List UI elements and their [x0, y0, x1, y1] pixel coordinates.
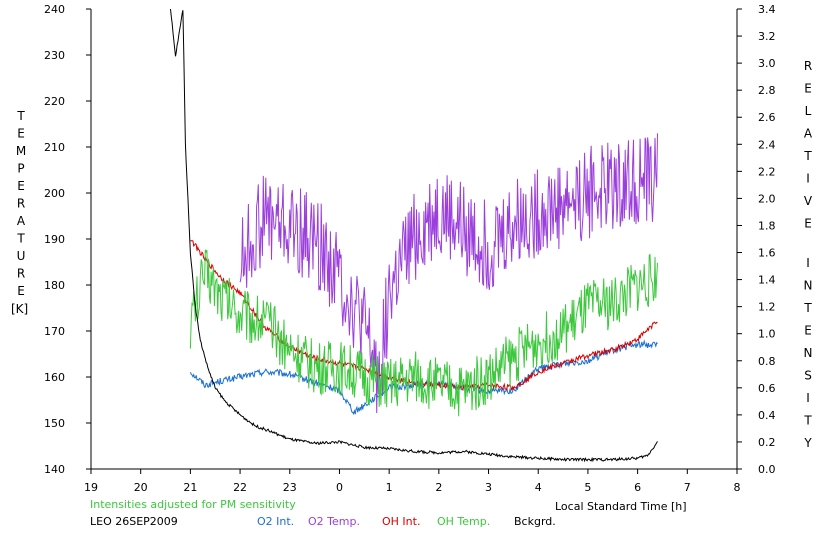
y-left-tick-label: 220: [44, 95, 65, 108]
x-tick-label: 5: [584, 481, 591, 494]
x-tick-label: 6: [634, 481, 641, 494]
x-tick-label: 1: [386, 481, 393, 494]
y-right-axis-letter: V: [804, 194, 813, 208]
y-right-tick-label: 2.8: [758, 84, 776, 97]
station-date: LEO 26SEP2009: [90, 515, 178, 528]
x-tick-label: 21: [183, 481, 197, 494]
y-right-tick-label: 1.4: [758, 274, 776, 287]
y-right-tick-label: 0.2: [758, 436, 776, 449]
y-left-tick-label: 190: [44, 233, 65, 246]
legend-entry: O2 Int.: [257, 515, 294, 528]
y-right-axis-letter: I: [806, 256, 810, 270]
series-line: [170, 8, 658, 463]
y-left-axis-letter: A: [17, 214, 26, 228]
y-left-tick-label: 210: [44, 141, 65, 154]
y-right-axis-letter: T: [803, 414, 812, 428]
x-tick-label: 20: [134, 481, 148, 494]
y-right-axis-letter: N: [804, 346, 813, 360]
series-line: [239, 133, 658, 414]
y-right-axis-letter: S: [804, 369, 812, 383]
y-left-tick-label: 150: [44, 417, 65, 430]
y-left-tick-label: 160: [44, 371, 65, 384]
y-right-tick-label: 1.0: [758, 328, 776, 341]
x-tick-label: 23: [283, 481, 297, 494]
series-layer: [170, 8, 658, 463]
y-right-axis-letter: R: [804, 59, 812, 73]
y-right-axis-letter: E: [804, 217, 812, 231]
y-right-tick-label: 3.0: [758, 57, 776, 70]
y-left-tick-label: 230: [44, 49, 65, 62]
y-left-tick-label: 180: [44, 279, 65, 292]
y-left-axis-letter: T: [16, 109, 25, 123]
x-tick-label: 7: [684, 481, 691, 494]
y-left-axis-letter: R: [17, 267, 25, 281]
y-right-tick-label: 2.2: [758, 165, 776, 178]
y-right-axis-letter: Y: [803, 436, 812, 450]
y-right-tick-label: 3.2: [758, 30, 776, 43]
y-right-tick-label: 2.6: [758, 111, 776, 124]
y-left-axis-letter: T: [16, 232, 25, 246]
x-tick-label: 3: [485, 481, 492, 494]
y-left-axis-letter: E: [17, 127, 25, 141]
series-line: [189, 339, 658, 415]
y-right-axis-letter: A: [804, 127, 813, 141]
x-tick-label: 2: [435, 481, 442, 494]
y-right-tick-label: 1.2: [758, 301, 776, 314]
y-left-axis-letter: R: [17, 197, 25, 211]
y-left-axis-letter: U: [17, 249, 26, 263]
x-tick-label: 19: [84, 481, 98, 494]
ticks-layer: [86, 8, 742, 474]
y-right-tick-label: 2.0: [758, 192, 776, 205]
y-left-unit-label: [K]: [11, 302, 28, 316]
y-left-axis-letter: M: [16, 144, 26, 158]
y-right-axis-letter: L: [805, 104, 812, 118]
legend-entry: OH Int.: [382, 515, 420, 528]
x-tick-label: 0: [336, 481, 343, 494]
x-tick-label: 4: [535, 481, 542, 494]
y-left-axis-letter: E: [17, 179, 25, 193]
series-line: [189, 249, 658, 417]
y-right-tick-label: 0.6: [758, 382, 776, 395]
y-right-axis-letter: E: [804, 82, 812, 96]
y-right-tick-label: 3.4: [758, 3, 776, 16]
y-right-tick-label: 0.0: [758, 463, 776, 476]
legend-entry: Bckgrd.: [514, 515, 556, 528]
y-right-axis-letter: I: [806, 172, 810, 186]
y-left-tick-label: 170: [44, 325, 65, 338]
y-right-tick-label: 1.8: [758, 219, 776, 232]
y-right-tick-label: 2.4: [758, 138, 776, 151]
legend-entry: O2 Temp.: [308, 515, 360, 528]
y-left-tick-label: 200: [44, 187, 65, 200]
x-tick-label: 22: [233, 481, 247, 494]
x-axis-label: Local Standard Time [h]: [555, 500, 687, 513]
y-right-axis-letter: T: [803, 149, 812, 163]
labels-layer: 19 20 21 22 23 0 1 2 3 4 5 6 7 8140150160170180190200…: [16, 3, 813, 494]
legend-entry: OH Temp.: [437, 515, 490, 528]
y-right-axis-letter: E: [804, 324, 812, 338]
y-right-axis-letter: N: [804, 279, 813, 293]
y-right-axis-letter: T: [803, 301, 812, 315]
adjustment-note: Intensities adjusted for PM sensitivity: [90, 498, 296, 511]
y-right-tick-label: 0.8: [758, 355, 776, 368]
x-tick-label: 8: [734, 481, 741, 494]
y-left-axis-letter: P: [17, 162, 24, 176]
series-line: [190, 240, 658, 392]
y-left-tick-label: 140: [44, 463, 65, 476]
y-left-axis-letter: E: [17, 284, 25, 298]
y-right-axis-letter: I: [806, 391, 810, 405]
y-right-tick-label: 0.4: [758, 409, 776, 422]
y-right-tick-label: 1.6: [758, 247, 776, 260]
y-left-tick-label: 240: [44, 3, 65, 16]
legend: O2 Int. O2 Temp. OH Int. OH Temp. Bckgrd.: [257, 515, 556, 528]
